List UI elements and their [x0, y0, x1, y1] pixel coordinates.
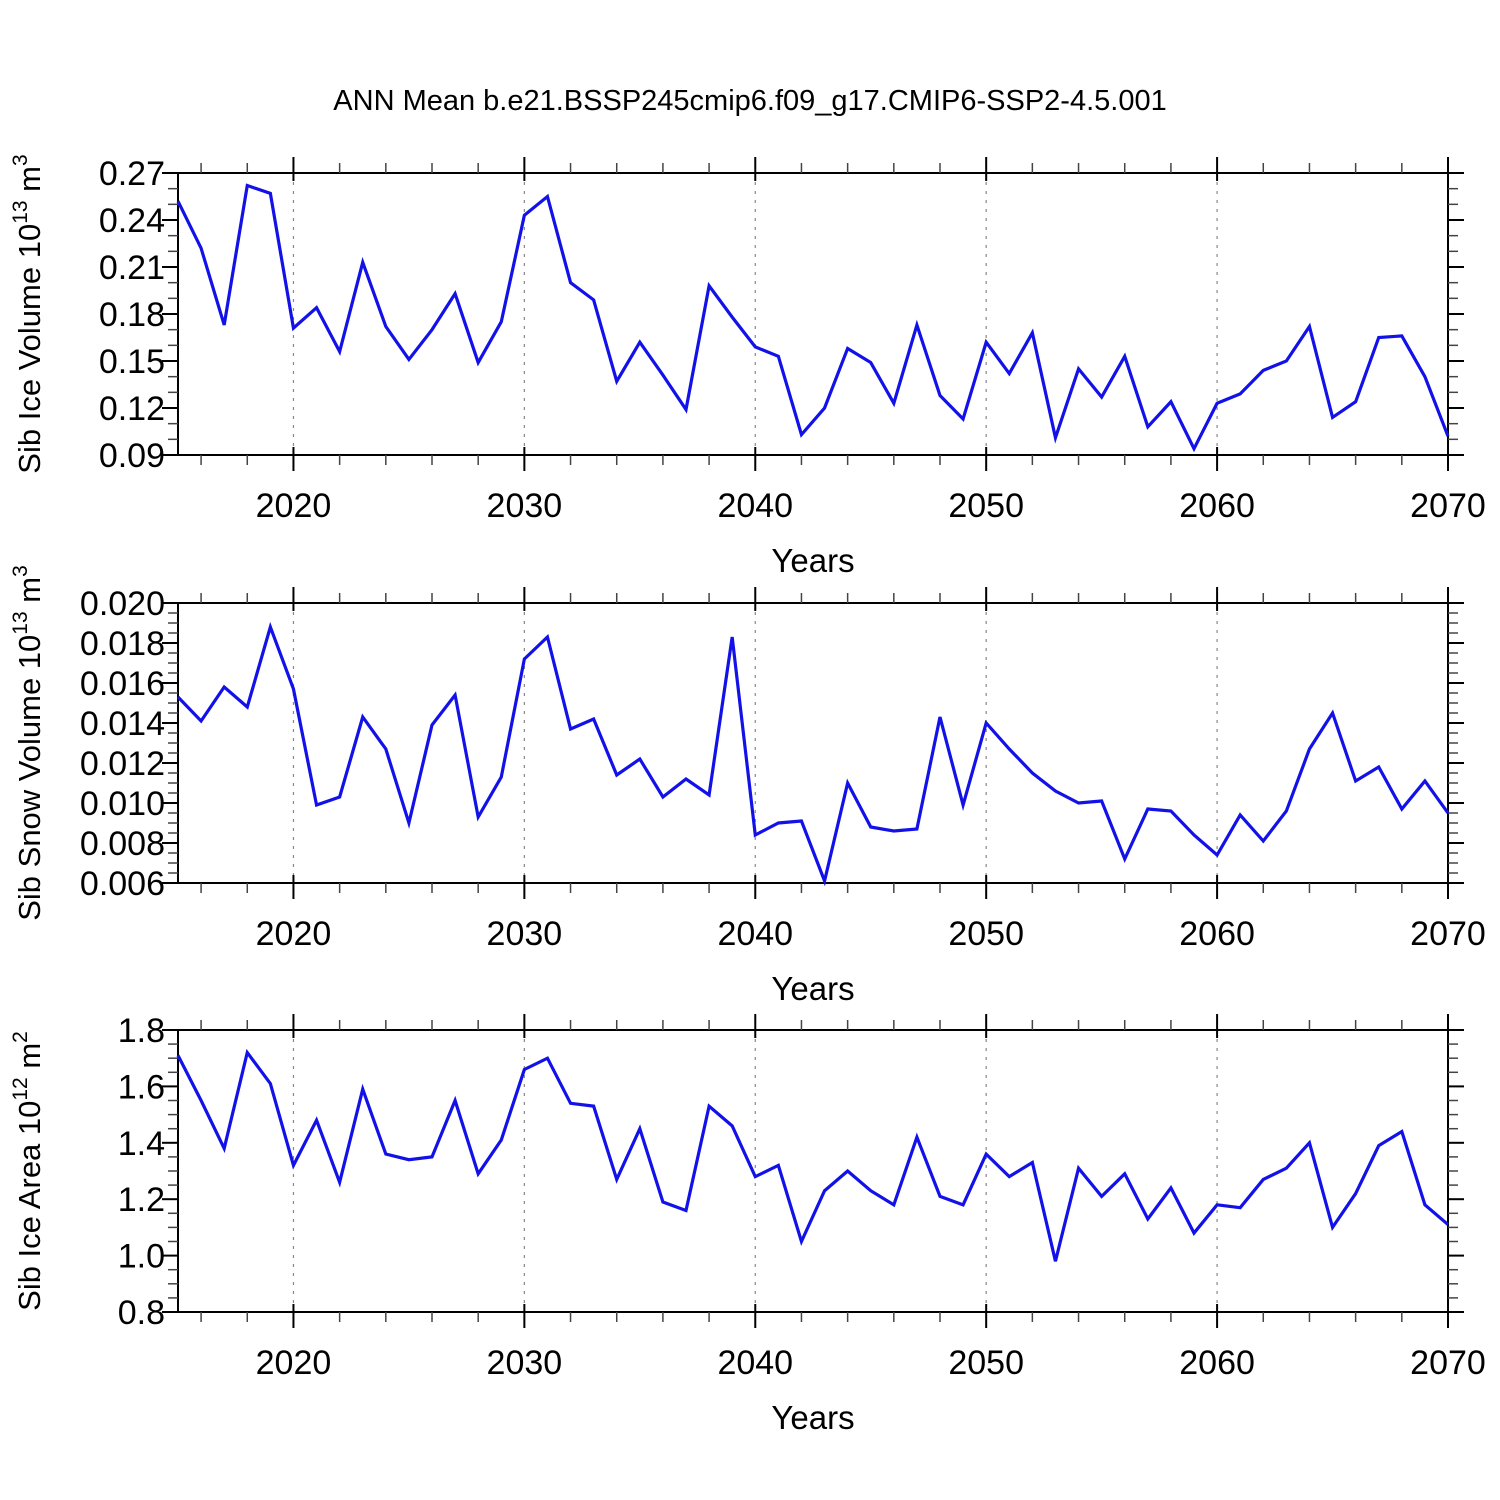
x-tick-label: 2060 — [1179, 1344, 1255, 1382]
x-tick-label: 2060 — [1179, 915, 1255, 953]
plot-frame — [177, 172, 1449, 456]
plot-frame — [177, 602, 1449, 884]
y-tick-label: 1.0 — [118, 1238, 165, 1276]
y-tick-label: 0.014 — [80, 705, 165, 743]
x-tick-label: 2020 — [256, 915, 332, 953]
x-tick-label: 2060 — [1179, 487, 1255, 525]
y-tick-label: 0.24 — [99, 202, 165, 240]
x-axis-title: Years — [771, 970, 854, 1007]
y-tick-label: 1.2 — [118, 1181, 165, 1219]
y-tick-label: 0.016 — [80, 665, 165, 703]
plot-frame — [177, 1029, 1449, 1313]
x-tick-label: 2070 — [1410, 487, 1486, 525]
y-tick-label: 0.18 — [99, 296, 165, 334]
chart-title: ANN Mean b.e21.BSSP245cmip6.f09_g17.CMIP… — [333, 85, 1167, 117]
x-tick-label: 2030 — [487, 487, 563, 525]
y-tick-label: 0.21 — [99, 249, 165, 287]
x-tick-label: 2040 — [717, 487, 793, 525]
y-tick-label: 0.020 — [80, 585, 165, 623]
x-tick-label: 2070 — [1410, 1344, 1486, 1382]
x-tick-label: 2050 — [948, 915, 1024, 953]
y-tick-label: 0.012 — [80, 745, 165, 783]
x-tick-label: 2020 — [256, 487, 332, 525]
y-tick-label: 1.4 — [118, 1125, 165, 1163]
x-tick-label: 2070 — [1410, 915, 1486, 953]
y-tick-label: 0.018 — [80, 625, 165, 663]
x-tick-label: 2050 — [948, 487, 1024, 525]
y-tick-label: 0.006 — [80, 865, 165, 903]
data-line-sib-snow-volume — [176, 621, 1450, 887]
x-tick-label: 2040 — [717, 915, 793, 953]
x-axis-title: Years — [771, 1399, 854, 1436]
y-axis-title: Sib Ice Volume 1013 m3 — [9, 154, 47, 473]
y-tick-label: 0.15 — [99, 343, 165, 381]
y-axis-title: Sib Snow Volume 1013 m3 — [9, 565, 47, 921]
x-axis-title: Years — [771, 542, 854, 579]
y-axis-title: Sib Ice Area 1012 m2 — [9, 1031, 47, 1311]
panel-sib-snow-volume: 2020 2030 2040 2050 2060 20700.0200.0180.0160… — [9, 565, 1486, 1007]
x-tick-label: 2020 — [256, 1344, 332, 1382]
panel-sib-ice-volume: 2020 2030 2040 2050 2060 2070 0.27 0.24 0.21 0.18… — [9, 154, 1486, 579]
y-tick-label: 1.6 — [118, 1068, 165, 1106]
data-line-sib-ice-area — [176, 1048, 1450, 1262]
y-tick-label: 0.09 — [99, 437, 165, 475]
y-tick-label: 0.010 — [80, 785, 165, 823]
y-tick-label: 1.8 — [118, 1012, 165, 1050]
x-tick-label: 2030 — [487, 1344, 563, 1382]
y-tick-label: 0.27 — [99, 155, 165, 193]
data-line-sib-ice-volume — [176, 183, 1450, 453]
y-tick-label: 0.008 — [80, 825, 165, 863]
x-tick-label: 2040 — [717, 1344, 793, 1382]
x-tick-label: 2050 — [948, 1344, 1024, 1382]
y-tick-label: 0.8 — [118, 1294, 165, 1332]
x-tick-label: 2030 — [487, 915, 563, 953]
y-tick-label: 0.12 — [99, 390, 165, 428]
panel-sib-ice-area: 2020 2030 2040 2050 2060 2070 1.8 1.6 1.4 1.2 1.0 0… — [9, 1012, 1486, 1436]
